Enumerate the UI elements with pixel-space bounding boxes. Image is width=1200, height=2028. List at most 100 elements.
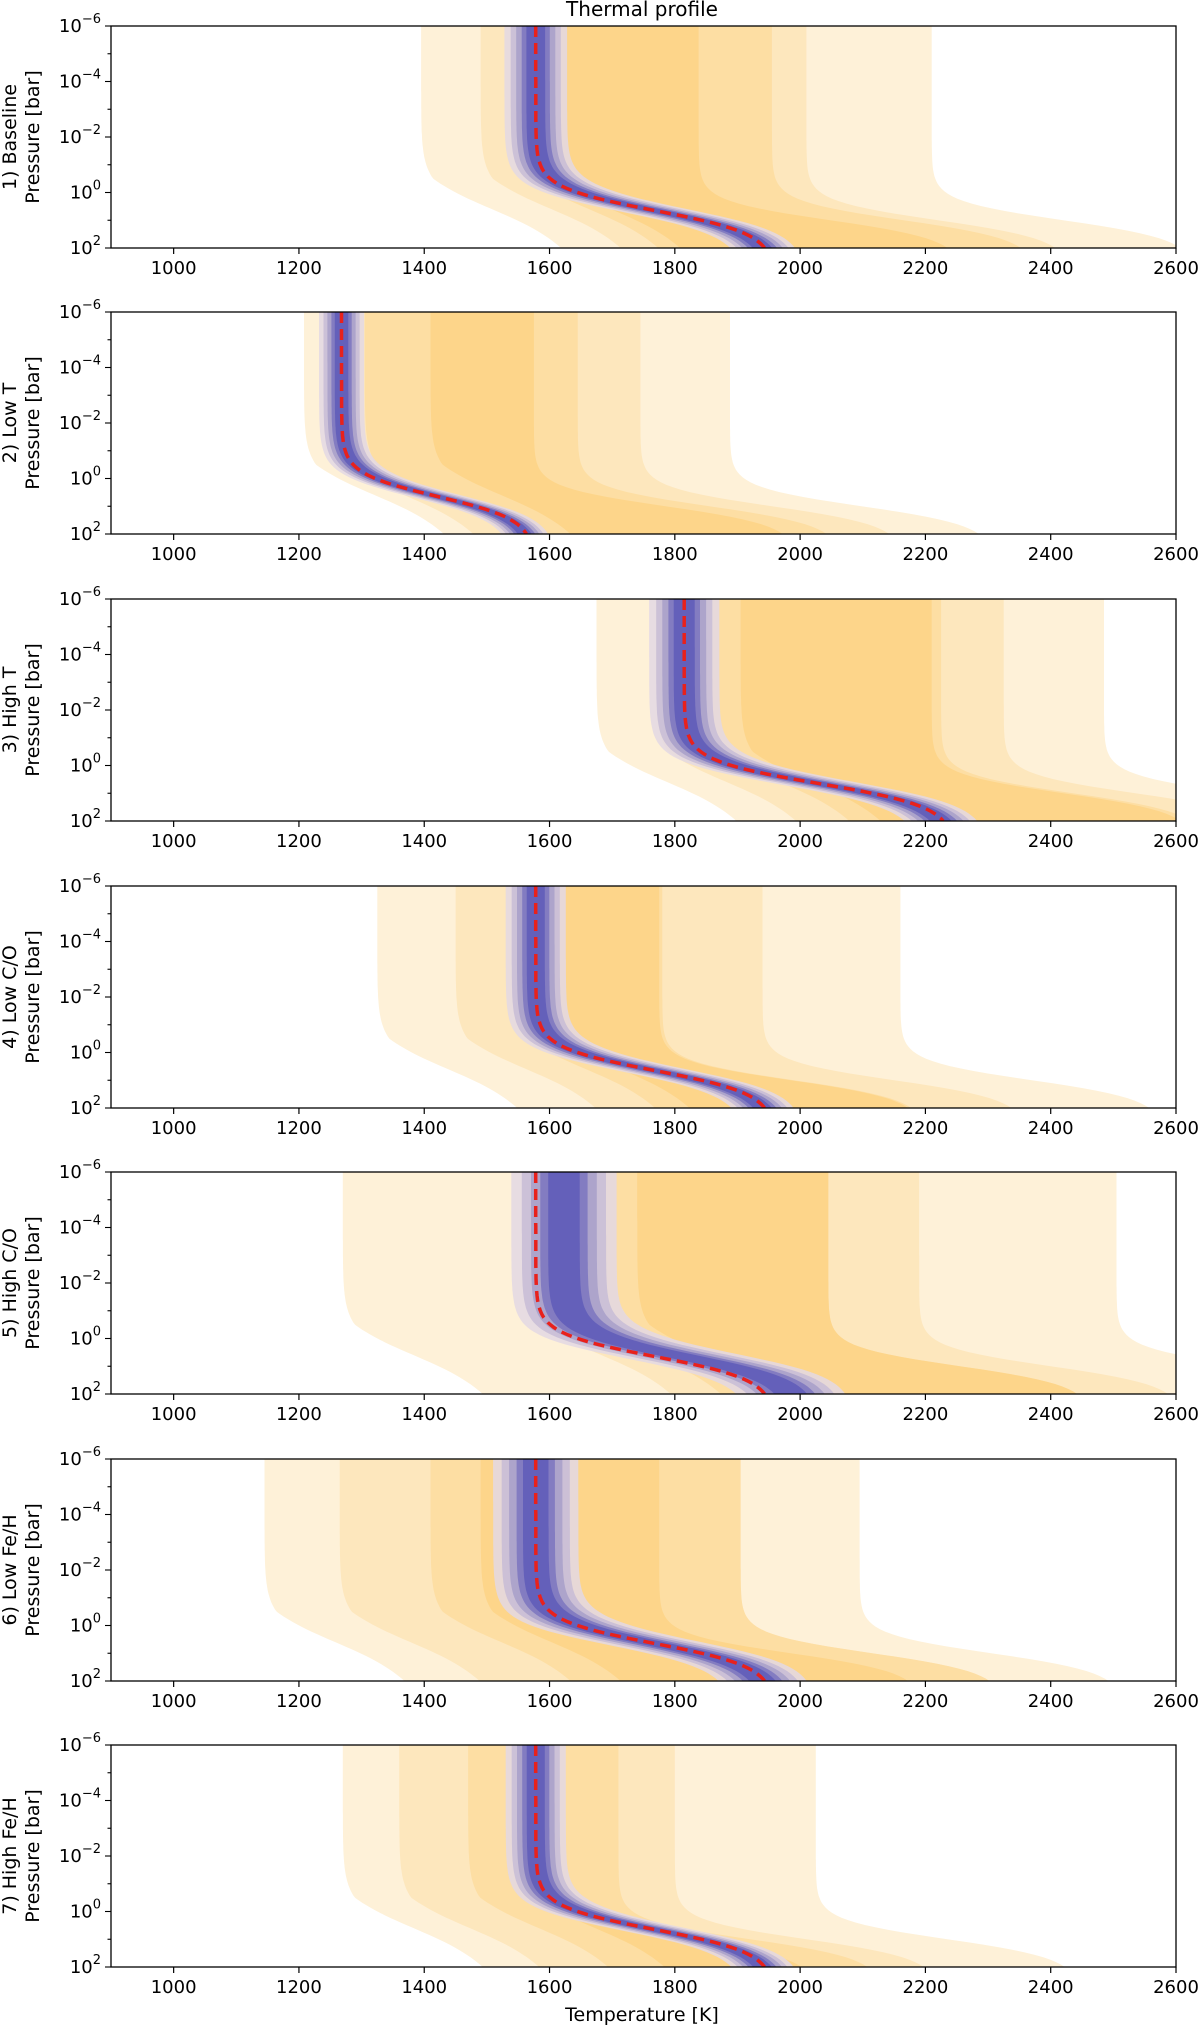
x-tick-label: 2200 <box>903 1404 949 1425</box>
x-tick-label: 2400 <box>1028 1977 1074 1998</box>
x-tick-label: 2000 <box>777 544 823 565</box>
x-tick-label: 1600 <box>527 1691 573 1712</box>
y-tick-label: 102 <box>70 1667 101 1692</box>
x-tick-label: 2600 <box>1153 1691 1199 1712</box>
x-tick-label: 1200 <box>276 258 322 279</box>
x-tick-label: 1800 <box>652 258 698 279</box>
x-tick-label: 1400 <box>401 258 447 279</box>
truth-profile-line <box>533 886 766 1108</box>
plot-area <box>421 26 1176 248</box>
y-tick-label: 102 <box>70 807 101 832</box>
panel-7: 1000 1200 1400 1600 1800 2000 2200 2400 2600 10−6… <box>0 1731 1199 1998</box>
x-tick-label: 1000 <box>151 1977 197 1998</box>
x-tick-label: 2000 <box>777 831 823 852</box>
x-tick-label: 2600 <box>1153 1977 1199 1998</box>
x-tick-label: 2600 <box>1153 544 1199 565</box>
x-tick-label: 1800 <box>652 1977 698 1998</box>
x-tick-label: 2000 <box>777 1404 823 1425</box>
plot-area <box>342 1172 1176 1394</box>
posterior-band-5 <box>526 886 772 1108</box>
posterior-band-5 <box>548 1172 807 1394</box>
x-tick-label: 2000 <box>777 1977 823 1998</box>
x-tick-label: 2400 <box>1028 544 1074 565</box>
plot-area <box>304 312 979 534</box>
x-tick-label: 1600 <box>527 1977 573 1998</box>
x-tick-label: 1400 <box>401 1404 447 1425</box>
posterior-band-5 <box>526 26 773 248</box>
panel-5: 1000 1200 1400 1600 1800 2000 2200 2400 2600 10−6… <box>0 1158 1199 1425</box>
x-tick-label: 1000 <box>151 831 197 852</box>
x-tick-label: 1000 <box>151 1691 197 1712</box>
y-tick-label: 10−6 <box>59 12 101 37</box>
y-tick-label: 100 <box>70 1898 101 1923</box>
x-tick-label: 1600 <box>527 258 573 279</box>
y-tick-label: 10−2 <box>59 409 101 434</box>
y-tick-label: 10−6 <box>59 585 101 610</box>
x-tick-label: 1200 <box>276 1404 322 1425</box>
y-tick-label: 10−4 <box>59 1501 101 1526</box>
x-tick-label: 2600 <box>1153 831 1199 852</box>
y-tick-label: 10−2 <box>59 123 101 148</box>
y-tick-label: 102 <box>70 234 101 259</box>
x-tick-label: 1800 <box>652 1404 698 1425</box>
x-tick-label: 1200 <box>276 1118 322 1139</box>
x-tick-label: 1200 <box>276 831 322 852</box>
panel-label: 1) Baseline <box>0 84 21 190</box>
x-tick-label: 2200 <box>903 1691 949 1712</box>
x-tick-label: 1400 <box>401 1118 447 1139</box>
x-tick-label: 1400 <box>401 544 447 565</box>
posterior-band-5 <box>673 599 952 821</box>
panel-6: 1000 1200 1400 1600 1800 2000 2200 2400 2600 10−6… <box>0 1445 1199 1712</box>
x-tick-label: 2400 <box>1028 1118 1074 1139</box>
y-axis-label: Pressure [bar] <box>22 1216 44 1350</box>
y-tick-label: 10−2 <box>59 983 101 1008</box>
x-tick-label: 2600 <box>1153 1118 1199 1139</box>
y-tick-label: 10−2 <box>59 1269 101 1294</box>
y-tick-label: 100 <box>70 1325 101 1350</box>
panel-label: 2) Low T <box>0 382 21 463</box>
panel-label: 5) High C/O <box>0 1228 21 1338</box>
y-tick-label: 10−4 <box>59 68 101 93</box>
x-tick-label: 1800 <box>652 544 698 565</box>
y-tick-label: 102 <box>70 1380 101 1405</box>
x-tick-label: 2200 <box>903 1118 949 1139</box>
panel-1: 1000 1200 1400 1600 1800 2000 2200 2400 2600 10−6… <box>0 12 1199 279</box>
y-axis-label: Pressure [bar] <box>22 1503 44 1637</box>
x-tick-label: 2400 <box>1028 831 1074 852</box>
truth-profile-line <box>533 1745 766 1967</box>
truth-profile-line <box>533 1459 766 1681</box>
posterior-band-5 <box>526 1745 772 1967</box>
x-tick-label: 1600 <box>527 544 573 565</box>
x-tick-label: 2400 <box>1028 1404 1074 1425</box>
y-axis-label: Pressure [bar] <box>22 643 44 777</box>
panel-label: 6) Low Fe/H <box>0 1514 21 1625</box>
y-tick-label: 102 <box>70 1094 101 1119</box>
y-tick-label: 102 <box>70 1953 101 1978</box>
y-tick-label: 10−6 <box>59 1731 101 1756</box>
prior-band-4 <box>430 312 783 534</box>
plot-area <box>264 1459 1109 1681</box>
y-tick-label: 10−4 <box>59 1787 101 1812</box>
prior-band-4 <box>740 599 1176 821</box>
x-tick-label: 1600 <box>527 1118 573 1139</box>
x-tick-label: 1800 <box>652 1118 698 1139</box>
y-tick-label: 10−2 <box>59 1556 101 1581</box>
x-tick-label: 1000 <box>151 1118 197 1139</box>
panels-container: 1000 1200 1400 1600 1800 2000 2200 2400 2600 10−6… <box>0 12 1199 1998</box>
x-tick-label: 2400 <box>1028 1691 1074 1712</box>
y-axis-label: Pressure [bar] <box>22 1789 44 1923</box>
x-tick-label: 1000 <box>151 544 197 565</box>
x-tick-label: 1400 <box>401 1691 447 1712</box>
y-tick-label: 10−2 <box>59 696 101 721</box>
x-tick-label: 1400 <box>401 831 447 852</box>
x-tick-label: 1000 <box>151 1404 197 1425</box>
x-tick-label: 2000 <box>777 258 823 279</box>
y-tick-label: 10−6 <box>59 1445 101 1470</box>
x-tick-label: 2200 <box>903 544 949 565</box>
x-tick-label: 2600 <box>1153 1404 1199 1425</box>
x-tick-label: 2400 <box>1028 258 1074 279</box>
chart-title: Thermal profile <box>565 0 718 21</box>
x-tick-label: 2000 <box>777 1118 823 1139</box>
y-tick-label: 100 <box>70 179 101 204</box>
